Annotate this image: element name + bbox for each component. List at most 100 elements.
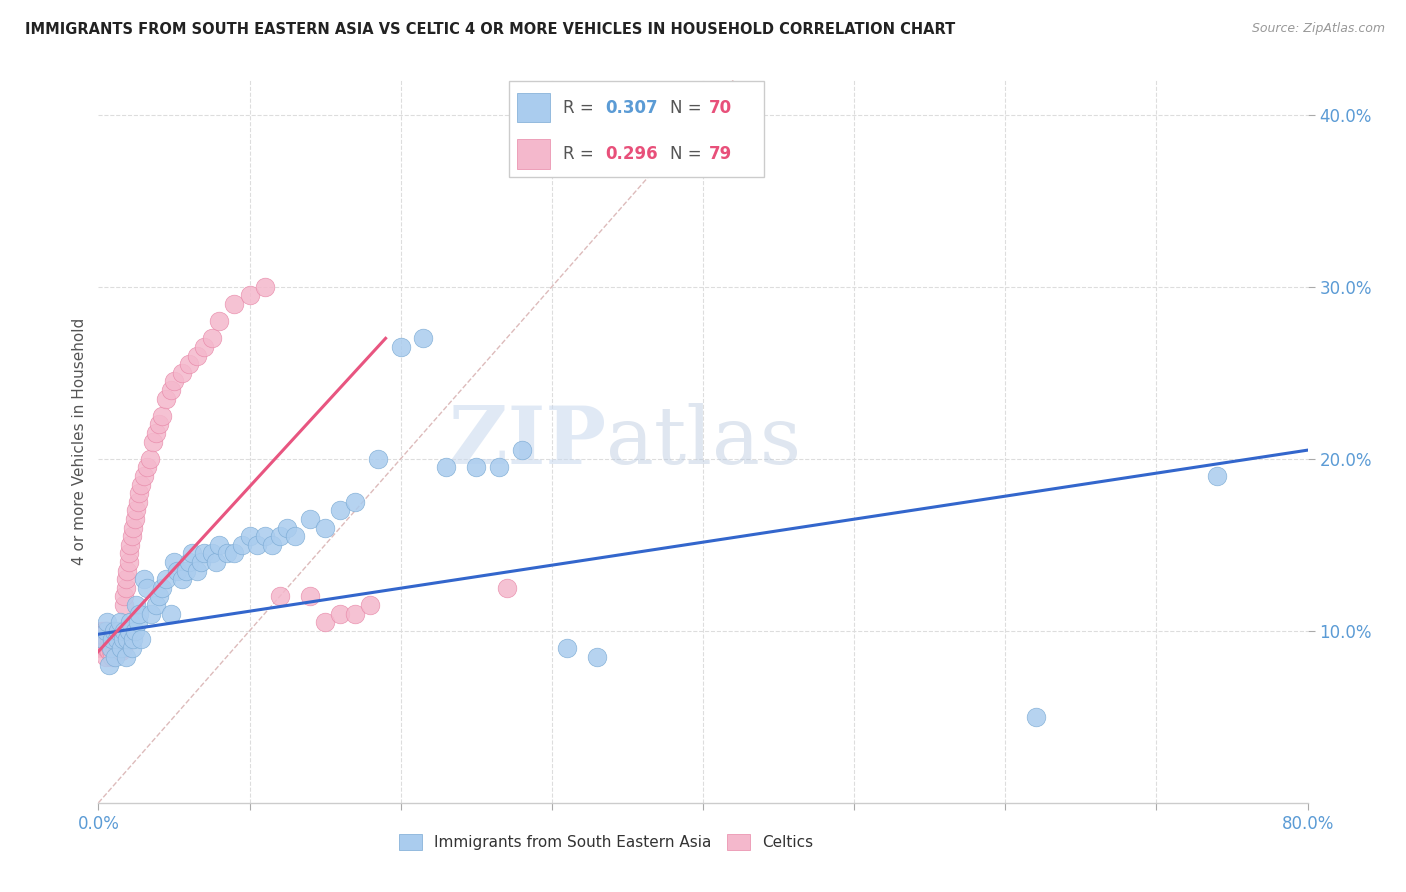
Point [412,331,434,345]
Point [118,546,141,560]
Point [329,503,352,517]
Point [129,632,152,647]
Point [121,640,143,655]
Point [91,640,114,655]
Point [495,581,517,595]
Point [108,615,131,630]
Legend: Immigrants from South Eastern Asia, Celtics: Immigrants from South Eastern Asia, Celt… [394,829,820,856]
Point [107,640,129,655]
Point [101,632,124,647]
Point [127,494,149,508]
Point [367,451,389,466]
Text: 70: 70 [709,99,733,117]
Point [98,644,121,658]
Point [1206,469,1229,483]
Point [111,632,134,647]
Point [434,460,457,475]
Point [103,632,125,647]
Y-axis label: 4 or more Vehicles in Household: 4 or more Vehicles in Household [72,318,87,566]
Point [114,649,136,664]
Point [163,375,186,389]
Text: IMMIGRANTS FROM SOUTH EASTERN ASIA VS CELTIC 4 OR MORE VEHICLES IN HOUSEHOLD COR: IMMIGRANTS FROM SOUTH EASTERN ASIA VS CE… [25,22,956,37]
Point [231,538,253,552]
Point [124,512,146,526]
Point [555,640,578,655]
Point [90,632,112,647]
Point [193,546,215,560]
Point [111,634,134,648]
Point [170,572,193,586]
Point [93,624,115,638]
Point [112,590,135,604]
Point [98,638,121,652]
Point [91,632,114,647]
Point [299,590,322,604]
Point [181,546,204,560]
Point [114,581,136,595]
Point [284,529,307,543]
Point [141,607,163,621]
Point [139,451,162,466]
Point [142,434,165,449]
Point [160,607,183,621]
Point [586,649,609,664]
Point [314,520,336,534]
Point [170,366,193,380]
Point [389,340,412,354]
Text: R =: R = [564,145,599,163]
Bar [516,93,550,122]
Point [103,640,125,655]
Point [253,529,276,543]
Point [253,279,276,293]
Point [208,314,231,328]
Point [110,644,132,658]
Point [94,624,117,638]
Point [314,615,336,630]
Point [96,615,118,630]
Point [239,529,262,543]
Point [299,512,322,526]
Point [110,640,132,655]
Point [186,349,208,363]
Point [224,546,246,560]
Point [510,443,533,458]
Point [239,288,262,302]
Point [100,640,122,655]
Text: ZIP: ZIP [450,402,606,481]
Point [135,581,157,595]
Point [105,632,128,647]
Point [132,572,155,586]
Point [190,555,212,569]
Point [108,640,131,655]
Point [269,529,291,543]
Point [96,640,118,655]
Point [110,638,132,652]
Text: R =: R = [564,99,599,117]
Point [115,564,138,578]
Point [465,460,488,475]
Point [98,658,121,673]
Point [118,555,141,569]
Point [112,624,135,638]
Point [124,624,146,638]
Point [94,624,117,638]
Point [344,494,367,508]
Point [112,598,135,612]
Point [120,615,142,630]
Point [101,649,124,664]
Point [89,640,111,655]
Point [269,590,291,604]
Point [148,590,170,604]
Text: 0.307: 0.307 [605,99,658,117]
Point [104,640,127,655]
Point [125,503,148,517]
Point [179,555,201,569]
Point [127,615,149,630]
FancyBboxPatch shape [509,81,763,178]
Point [186,564,208,578]
Text: 0.296: 0.296 [605,145,658,163]
Point [100,631,122,645]
Point [128,486,150,500]
Point [208,538,231,552]
Point [107,632,129,647]
